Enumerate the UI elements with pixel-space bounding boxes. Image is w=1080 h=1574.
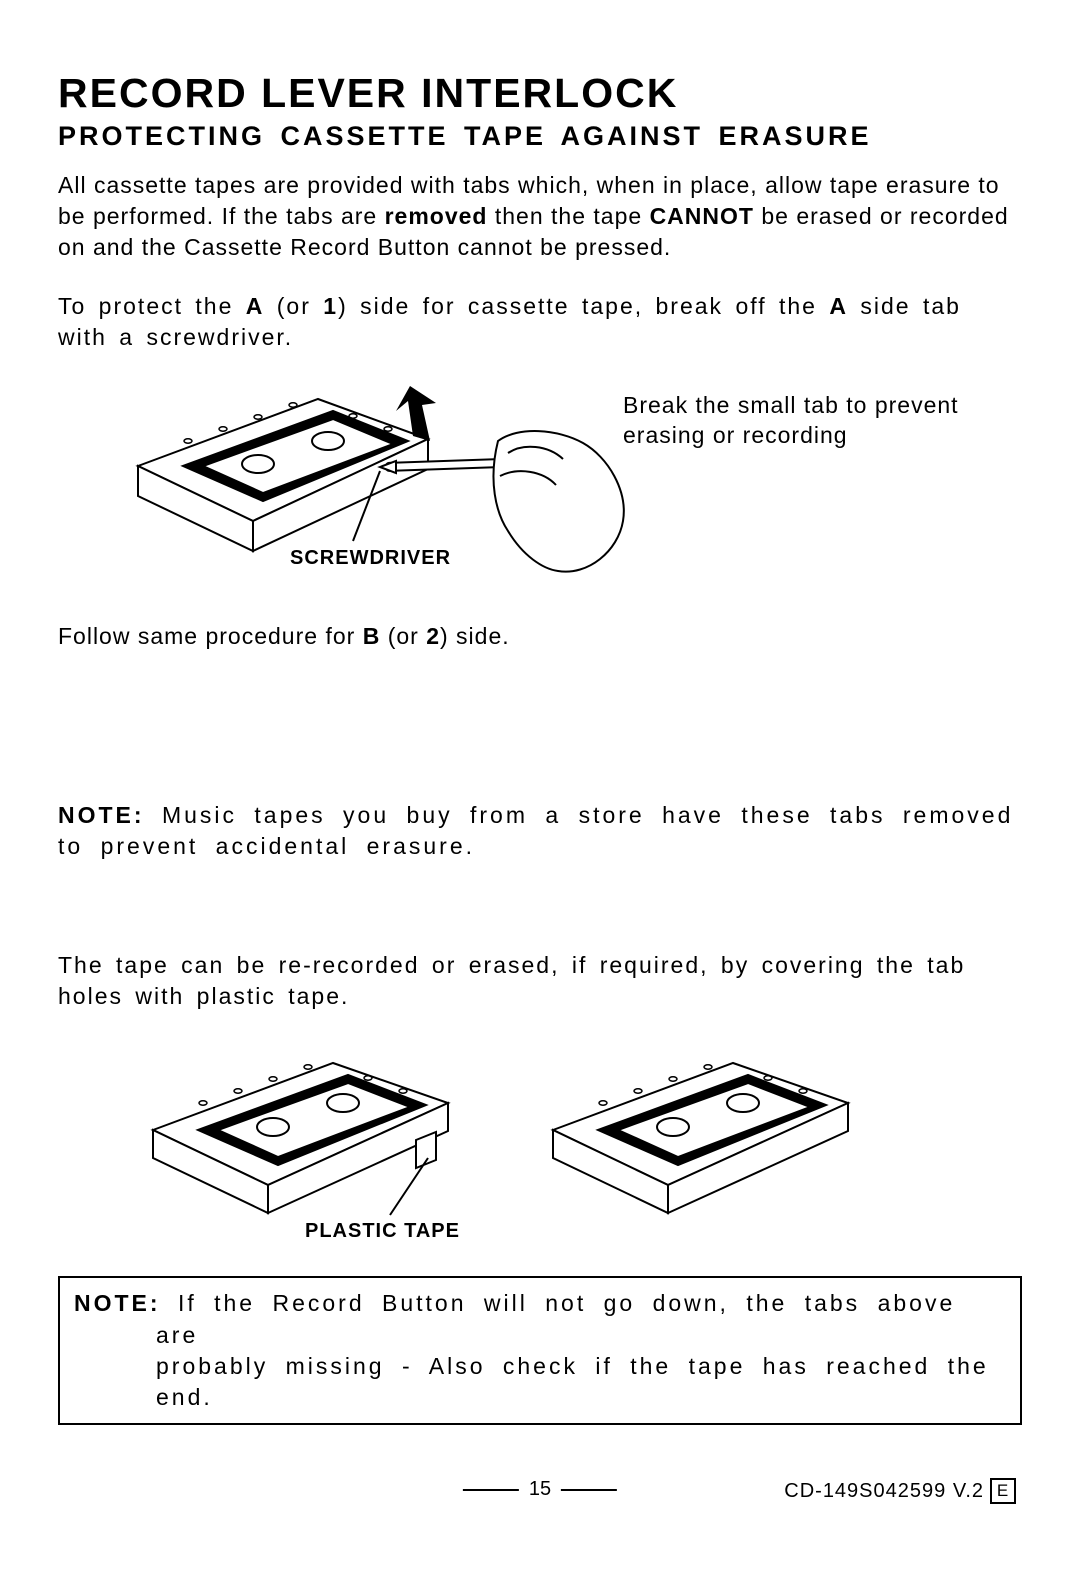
note-label: NOTE: (58, 802, 145, 828)
spacer (58, 890, 1022, 950)
protect-a-paragraph: To protect the A (or 1) side for cassett… (58, 291, 1022, 353)
figure-label-plastic-tape: PLASTIC TAPE (305, 1220, 460, 1243)
page-number: 15 (529, 1478, 551, 1501)
figure-label-screwdriver: SCREWDRIVER (290, 547, 451, 570)
page-footer: 15 CD-149S042599 V.2 E (0, 1478, 1080, 1504)
figure-breaking-tab: Break the small tab to prevent erasing o… (58, 381, 1022, 591)
figure-caption: Break the small tab to prevent erasing o… (623, 391, 1022, 451)
note-record-button: NOTE: If the Record Button will not go d… (74, 1288, 1006, 1412)
spacer (58, 680, 1022, 800)
text: (or (264, 293, 323, 319)
text: If the Record Button will not go down, t… (156, 1290, 955, 1347)
bold-text: B (363, 623, 381, 649)
rerecord-paragraph: The tape can be re-recorded or erased, i… (58, 950, 1022, 1012)
text: ) side for cassette tape, break off the (338, 293, 829, 319)
cassette-pair-illustration (138, 1040, 958, 1230)
text: Music tapes you buy from a store have th… (58, 802, 1013, 859)
rule-icon (561, 1489, 617, 1491)
text: To protect the (58, 293, 246, 319)
doc-id-text: CD-149S042599 V.2 (784, 1480, 984, 1503)
manual-page: RECORD LEVER INTERLOCK PROTECTING CASSET… (0, 0, 1080, 1574)
doc-lang-box: E (990, 1478, 1016, 1504)
note-label: NOTE: (74, 1290, 161, 1316)
text: Follow same procedure for (58, 623, 363, 649)
note-box: NOTE: If the Record Button will not go d… (58, 1276, 1022, 1424)
bold-text: 2 (426, 623, 440, 649)
text: ) side. (440, 623, 510, 649)
note-store-tapes: NOTE: Music tapes you buy from a store h… (58, 800, 1022, 862)
bold-text: CANNOT (650, 203, 754, 229)
rule-icon (463, 1489, 519, 1491)
intro-paragraph: All cassette tapes are provided with tab… (58, 170, 1022, 263)
bold-text: A (829, 293, 848, 319)
bold-text: removed (385, 203, 488, 229)
document-id: CD-149S042599 V.2 E (784, 1478, 1016, 1504)
page-number-wrap: 15 (463, 1478, 617, 1501)
text: probably missing - Also check if the tap… (156, 1353, 989, 1410)
text: then the tape (487, 203, 649, 229)
text: (or (380, 623, 426, 649)
bold-text: 1 (323, 293, 338, 319)
page-title: RECORD LEVER INTERLOCK (58, 70, 1022, 117)
protect-b-paragraph: Follow same procedure for B (or 2) side. (58, 621, 1022, 652)
page-subtitle: PROTECTING CASSETTE TAPE AGAINST ERASURE (58, 121, 1022, 152)
figure-plastic-tape: PLASTIC TAPE (58, 1040, 1022, 1250)
bold-text: A (246, 293, 265, 319)
